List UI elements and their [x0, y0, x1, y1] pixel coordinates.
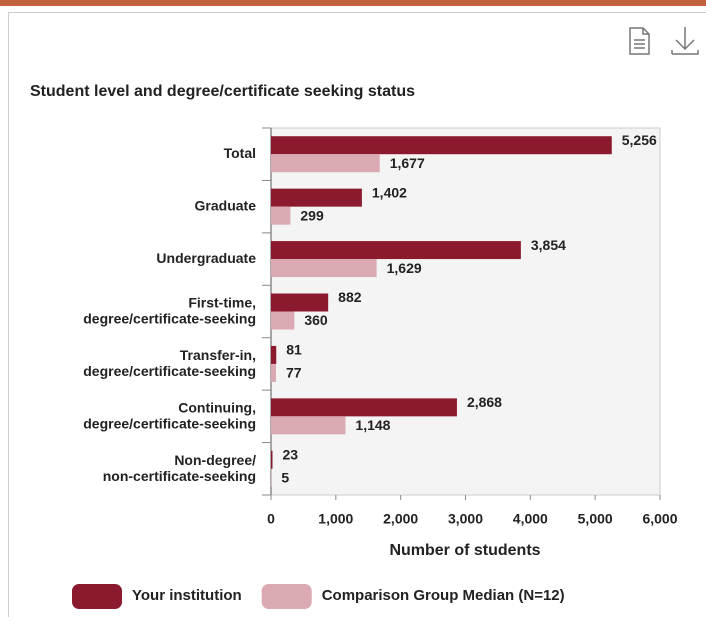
value-label: 1,402 [372, 184, 407, 200]
bar [271, 346, 276, 364]
x-tick-label: 0 [267, 511, 275, 527]
x-tick-label: 6,000 [642, 511, 677, 527]
x-tick-label: 2,000 [383, 511, 418, 527]
y-tick-label-line: Total [224, 145, 256, 161]
x-tick-label: 3,000 [448, 511, 483, 527]
y-tick-label: Undergraduate [156, 250, 256, 266]
plot-area [271, 128, 660, 495]
bar [271, 136, 612, 154]
x-tick-label: 4,000 [513, 511, 548, 527]
bar [271, 364, 276, 382]
bar [271, 259, 377, 277]
legend-swatch [72, 584, 122, 609]
value-label: 5,256 [622, 132, 657, 148]
y-tick-label-line: Undergraduate [156, 250, 256, 266]
y-tick-label-line: Continuing, [178, 399, 256, 415]
chart-title: Student level and degree/certificate see… [30, 83, 415, 100]
value-label: 882 [338, 289, 362, 305]
value-label: 1,629 [387, 260, 422, 276]
y-tick-label-line: Graduate [195, 197, 257, 213]
y-tick-label-line: non-certificate-seeking [103, 467, 256, 483]
y-tick-label-line: degree/certificate-seeking [83, 415, 256, 431]
legend-swatch [262, 584, 312, 609]
y-tick-label-line: degree/certificate-seeking [83, 310, 256, 326]
x-axis-title: Number of students [389, 542, 540, 559]
y-tick-label-line: degree/certificate-seeking [83, 363, 256, 379]
x-tick-label: 5,000 [578, 511, 613, 527]
y-tick-label: Total [224, 145, 256, 161]
value-label: 5 [281, 469, 289, 485]
value-label: 3,854 [531, 237, 566, 253]
bar [271, 416, 345, 434]
value-label: 1,148 [355, 417, 390, 433]
bar [271, 241, 521, 259]
y-tick-label: Graduate [195, 197, 257, 213]
bar [271, 398, 457, 416]
y-tick-label-line: Transfer-in, [180, 347, 256, 363]
bar [271, 294, 328, 312]
y-tick-label-line: First-time, [188, 294, 256, 310]
bar [271, 451, 272, 469]
bar [271, 312, 294, 330]
x-tick-label: 1,000 [318, 511, 353, 527]
value-label: 360 [304, 312, 328, 328]
value-label: 2,868 [467, 394, 502, 410]
value-label: 1,677 [390, 155, 425, 171]
value-label: 77 [286, 365, 302, 381]
top-bar [0, 0, 706, 6]
value-label: 23 [282, 446, 298, 462]
value-label: 81 [286, 342, 302, 358]
legend-label: Your institution [132, 587, 242, 604]
value-label: 299 [300, 207, 324, 223]
legend-label: Comparison Group Median (N=12) [322, 587, 565, 604]
bar [271, 207, 290, 225]
y-tick-label-line: Non-degree/ [174, 451, 256, 467]
bar [271, 189, 362, 207]
bar [271, 154, 380, 172]
